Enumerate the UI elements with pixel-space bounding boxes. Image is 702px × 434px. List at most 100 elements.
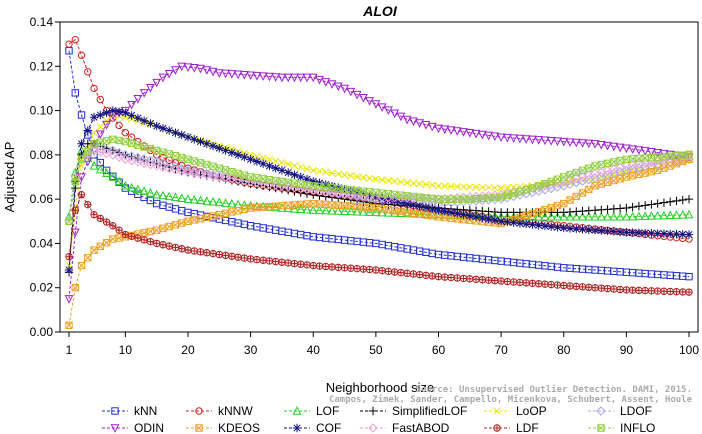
data-point bbox=[352, 90, 362, 100]
data-point bbox=[653, 287, 662, 295]
data-point bbox=[252, 71, 262, 81]
data-point bbox=[640, 211, 650, 220]
data-point bbox=[603, 141, 613, 151]
data-point bbox=[641, 286, 649, 295]
data-point bbox=[578, 283, 587, 291]
data-point bbox=[171, 221, 180, 229]
data-point bbox=[90, 211, 98, 219]
data-point bbox=[65, 40, 73, 48]
data-point bbox=[102, 218, 111, 226]
data-point bbox=[466, 183, 474, 191]
data-point bbox=[108, 106, 118, 115]
legend-item-inflo: INFLO bbox=[588, 421, 655, 434]
data-point bbox=[133, 113, 143, 123]
data-point bbox=[358, 94, 368, 103]
data-point bbox=[553, 175, 562, 183]
data-point bbox=[465, 129, 475, 138]
data-point bbox=[271, 257, 280, 266]
x-tick-label: 100 bbox=[679, 343, 699, 357]
data-point bbox=[221, 209, 230, 218]
data-point bbox=[596, 140, 606, 150]
data-point bbox=[321, 180, 330, 189]
data-point bbox=[534, 211, 544, 221]
legend-label: ODIN bbox=[134, 421, 164, 434]
data-point bbox=[634, 202, 644, 211]
data-point bbox=[265, 257, 274, 265]
data-point bbox=[290, 170, 299, 179]
data-point bbox=[346, 206, 356, 216]
data-point bbox=[528, 182, 536, 190]
data-point bbox=[284, 160, 292, 168]
data-point bbox=[428, 204, 437, 214]
data-point bbox=[560, 173, 568, 181]
data-point bbox=[621, 211, 631, 221]
data-point bbox=[584, 225, 593, 234]
data-point bbox=[665, 210, 675, 220]
data-point bbox=[572, 282, 580, 291]
legend-label: FastABOD bbox=[392, 421, 450, 434]
data-point bbox=[672, 288, 681, 296]
data-point bbox=[628, 202, 637, 212]
data-point bbox=[308, 205, 318, 214]
series-layer bbox=[64, 36, 694, 330]
data-point bbox=[546, 211, 556, 221]
data-point bbox=[139, 158, 149, 168]
legend-item-loop: LoOP bbox=[484, 404, 547, 418]
data-point bbox=[178, 206, 186, 215]
data-point bbox=[184, 155, 192, 163]
data-point bbox=[559, 137, 569, 147]
data-point bbox=[346, 87, 356, 97]
data-point bbox=[240, 205, 249, 214]
data-point bbox=[334, 170, 342, 178]
data-point bbox=[189, 64, 199, 73]
data-point bbox=[121, 129, 130, 137]
data-point bbox=[441, 273, 449, 281]
data-point bbox=[684, 209, 694, 219]
data-point bbox=[196, 195, 205, 205]
data-point bbox=[152, 146, 161, 155]
data-point bbox=[171, 128, 180, 137]
data-point bbox=[127, 100, 137, 110]
data-point bbox=[416, 180, 424, 188]
data-point bbox=[528, 279, 537, 287]
data-point bbox=[685, 288, 693, 296]
data-point bbox=[190, 135, 199, 144]
y-tick-label: 0.06 bbox=[30, 192, 54, 206]
data-point bbox=[71, 284, 79, 292]
data-point bbox=[378, 176, 386, 184]
legend-swatch-marker bbox=[292, 423, 302, 433]
data-point bbox=[208, 141, 218, 151]
legend-swatch-marker bbox=[368, 406, 378, 416]
data-point bbox=[422, 271, 430, 279]
legend-swatch-marker bbox=[195, 424, 203, 432]
data-point bbox=[572, 192, 580, 201]
data-point bbox=[409, 270, 418, 278]
data-point bbox=[140, 193, 148, 202]
data-point bbox=[566, 282, 574, 290]
data-point bbox=[585, 283, 593, 291]
data-point bbox=[322, 262, 330, 271]
data-point bbox=[95, 147, 106, 157]
legend-label: kNNW bbox=[218, 404, 253, 418]
data-point bbox=[114, 176, 124, 186]
data-point bbox=[635, 286, 643, 294]
data-point bbox=[528, 209, 537, 218]
data-point bbox=[359, 265, 368, 273]
data-point bbox=[202, 66, 212, 75]
data-point bbox=[409, 200, 418, 210]
data-point bbox=[215, 164, 224, 172]
data-point bbox=[622, 286, 631, 294]
data-point bbox=[214, 172, 225, 182]
data-point bbox=[390, 268, 399, 276]
data-point bbox=[628, 286, 637, 294]
data-point bbox=[653, 166, 662, 175]
data-point bbox=[252, 157, 262, 166]
data-point bbox=[196, 159, 205, 167]
legend-swatch-marker bbox=[493, 424, 501, 432]
data-point bbox=[597, 180, 606, 188]
data-point bbox=[334, 183, 343, 192]
data-point bbox=[572, 168, 580, 177]
data-point bbox=[659, 210, 669, 220]
watermark-line2: Campos, Zimek, Sander, Campello, Micenko… bbox=[329, 394, 693, 405]
data-point bbox=[208, 171, 218, 181]
